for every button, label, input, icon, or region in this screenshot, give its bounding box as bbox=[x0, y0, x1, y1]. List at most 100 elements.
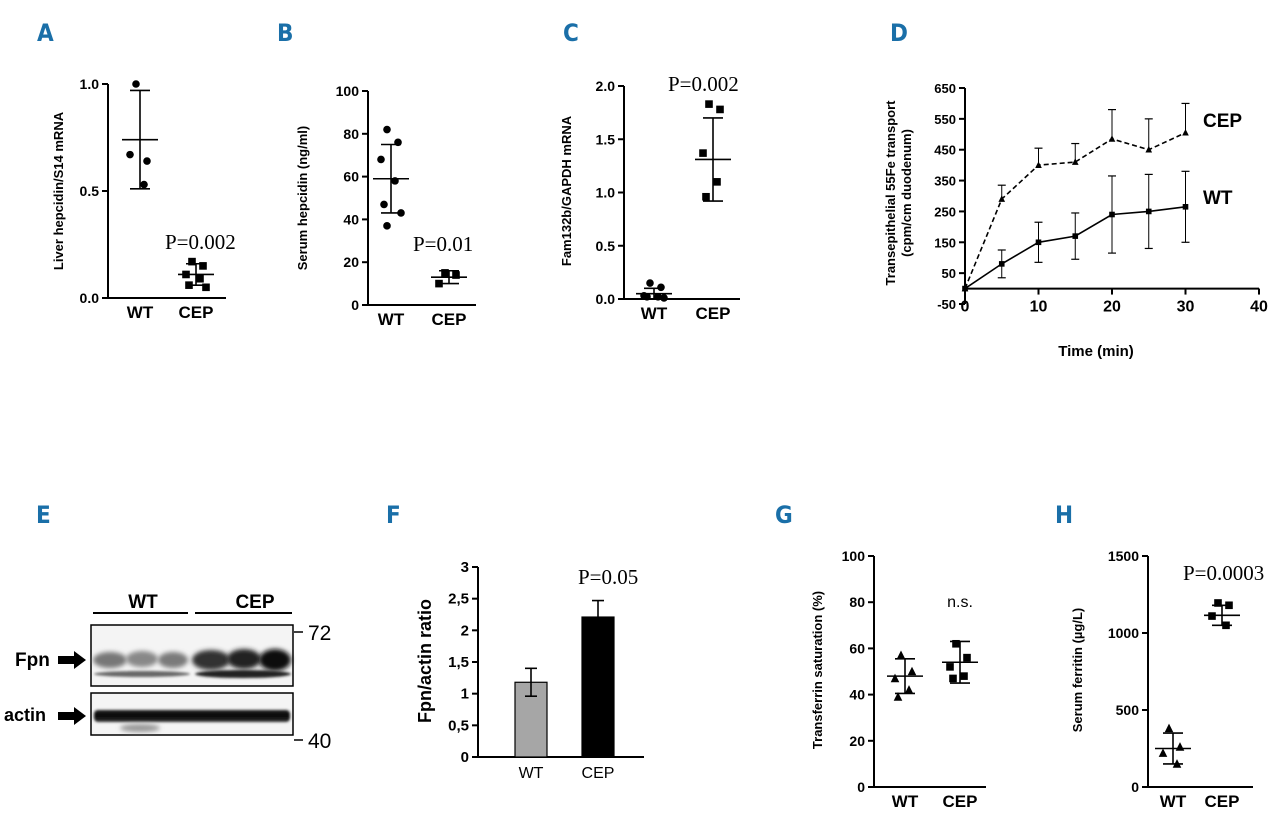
panel-f-pvalue: P=0.05 bbox=[578, 565, 638, 589]
panel-a-xtick-label-cep: CEP bbox=[179, 303, 214, 322]
fpn-arrow-icon bbox=[58, 651, 86, 669]
panel-h-point-cep bbox=[1225, 601, 1233, 610]
panel-c-xtick-label-wt: WT bbox=[641, 304, 668, 323]
panel-d-ytick-label: 350 bbox=[934, 174, 956, 189]
panel-h-point-cep bbox=[1222, 621, 1230, 630]
panel-h-ytick-label: 1000 bbox=[1108, 625, 1139, 641]
panel-a-ylabel: Liver hepcidin/S14 mRNA bbox=[51, 111, 66, 270]
panel-d-point-wt bbox=[998, 261, 1005, 267]
fpn-band-lane2 bbox=[126, 651, 158, 667]
panel-b-point-cep bbox=[435, 279, 443, 288]
panel-b-ytick-label: 100 bbox=[336, 83, 360, 99]
panel-a-point-cep bbox=[196, 274, 204, 283]
panel-a-ytick-label: 0.5 bbox=[80, 183, 100, 199]
actin-smear bbox=[120, 724, 160, 732]
marker-40-label: 40 bbox=[308, 730, 331, 753]
panel-d-point-wt bbox=[1035, 239, 1042, 246]
panel-g-point-wt bbox=[893, 692, 903, 701]
panel-d-xtick-label: 20 bbox=[1103, 299, 1121, 316]
panel-f-ytick-label: 1 bbox=[461, 686, 469, 703]
panel-d-ytick-label: 150 bbox=[934, 235, 956, 250]
panel-c-ylabel: Fam132b/GAPDH mRNA bbox=[559, 115, 574, 266]
panel-f-xtick-label-cep: CEP bbox=[582, 765, 615, 782]
panel-label-g: G bbox=[775, 501, 793, 529]
panel-d-xtick-label: 0 bbox=[961, 299, 970, 316]
panel-h-point-cep bbox=[1208, 612, 1216, 620]
panel-c-point-cep bbox=[713, 178, 721, 186]
panel-b-point-cep bbox=[452, 271, 460, 279]
panel-g-ytick-label: 60 bbox=[849, 640, 865, 656]
panel-b-point-cep bbox=[441, 269, 449, 277]
panel-label-e: E bbox=[36, 501, 51, 529]
panel-b-pvalue: P=0.01 bbox=[413, 232, 473, 256]
panel-b-xtick-label-wt: WT bbox=[378, 310, 405, 329]
fpn-band-lane4 bbox=[192, 650, 230, 670]
panel-b-ytick-label: 20 bbox=[343, 254, 359, 270]
panel-g-chart: Transferrin saturation (%) 0 20 40 60 80 100 W… bbox=[810, 548, 986, 811]
fpn-band-lane3 bbox=[158, 652, 188, 668]
panel-h-point-cep bbox=[1214, 599, 1222, 607]
fpn-band-lane1 bbox=[93, 652, 127, 668]
panel-b-point-wt bbox=[391, 177, 399, 185]
actin-arrow-icon bbox=[58, 707, 86, 725]
panel-c-ytick-label: 1.0 bbox=[596, 185, 616, 201]
panel-c-xtick-label-cep: CEP bbox=[696, 304, 731, 323]
panel-c-point-cep bbox=[705, 100, 713, 108]
panel-h-ytick-label: 500 bbox=[1116, 702, 1140, 718]
marker-72-label: 72 bbox=[308, 622, 331, 645]
panel-b-xtick-label-cep: CEP bbox=[432, 310, 467, 329]
panel-d-point-wt bbox=[1145, 208, 1152, 215]
panel-c-point-cep bbox=[702, 192, 710, 201]
panel-f-ytick-label: 2 bbox=[461, 622, 469, 639]
panel-label-c: C bbox=[563, 19, 579, 47]
fpn-lower-band-cep bbox=[195, 670, 291, 678]
panel-d-point-cep bbox=[1182, 128, 1189, 136]
panel-d-point-cep bbox=[1145, 145, 1153, 153]
panel-c-point-wt bbox=[646, 279, 654, 287]
panel-a-point-cep bbox=[199, 262, 207, 270]
panel-c-point-wt bbox=[657, 283, 665, 292]
panel-h-ytick-label: 0 bbox=[1131, 779, 1139, 795]
fpn-lower-band-wt bbox=[94, 671, 190, 677]
panel-d-chart: Transepithelial 55Fe transport (cpm/cm d… bbox=[883, 81, 1268, 360]
panel-d-series-label-wt: WT bbox=[1203, 188, 1233, 209]
blot-actin-label: actin bbox=[4, 705, 46, 725]
panel-c-point-cep bbox=[699, 149, 707, 157]
panel-d-point-wt bbox=[962, 285, 968, 292]
panel-f-chart: Fpn/actin ratio 0 0,5 1 1,5 2 2,5 3 WT CEP P=0.0… bbox=[415, 559, 644, 782]
blot-fpn-bands bbox=[93, 649, 291, 678]
panel-d-ylabel-line1: Transepithelial 55Fe transport bbox=[883, 100, 898, 286]
panel-d-xtick-label: 30 bbox=[1177, 299, 1195, 316]
panel-h-point-wt bbox=[1164, 723, 1174, 733]
panel-c-point-wt bbox=[643, 293, 651, 301]
panel-c-ytick-label: 0.5 bbox=[596, 238, 616, 254]
panel-a-point-wt bbox=[132, 80, 140, 88]
panel-g-ytick-label: 20 bbox=[849, 733, 865, 749]
panel-g-point-wt bbox=[890, 673, 900, 683]
panel-b-ylabel: Serum hepcidin (ng/ml) bbox=[295, 126, 310, 270]
panel-h-ytick-label: 1500 bbox=[1108, 548, 1139, 564]
panel-b-ytick-label: 80 bbox=[343, 126, 359, 142]
panel-g-xtick-label-cep: CEP bbox=[943, 792, 978, 811]
panel-f-ytick-label: 3 bbox=[461, 559, 469, 576]
fpn-band-lane6 bbox=[259, 649, 291, 671]
panel-a-point-wt bbox=[143, 157, 151, 165]
blot-group-cep-label: CEP bbox=[235, 592, 274, 613]
panel-d-point-cep bbox=[998, 195, 1006, 202]
panel-d-point-wt bbox=[1182, 204, 1189, 210]
panel-c-ytick-label: 1.5 bbox=[596, 131, 616, 147]
panel-b-point-wt bbox=[383, 222, 391, 230]
blot-fpn-label: Fpn bbox=[15, 650, 50, 671]
panel-a-point-wt bbox=[140, 180, 148, 189]
panel-d-ytick-label: -50 bbox=[937, 297, 956, 312]
panel-label-b: B bbox=[277, 19, 293, 47]
panel-c-pvalue: P=0.002 bbox=[668, 72, 739, 96]
panel-c-point-cep bbox=[716, 105, 724, 114]
panel-d-xtick-label: 10 bbox=[1030, 299, 1048, 316]
panel-d-ytick-label: 550 bbox=[934, 112, 956, 127]
panel-c-point-wt bbox=[654, 293, 662, 301]
panel-c-point-wt bbox=[660, 294, 668, 302]
panel-c-ytick-label: 0.0 bbox=[596, 291, 616, 307]
panel-g-ytick-label: 40 bbox=[849, 687, 865, 703]
